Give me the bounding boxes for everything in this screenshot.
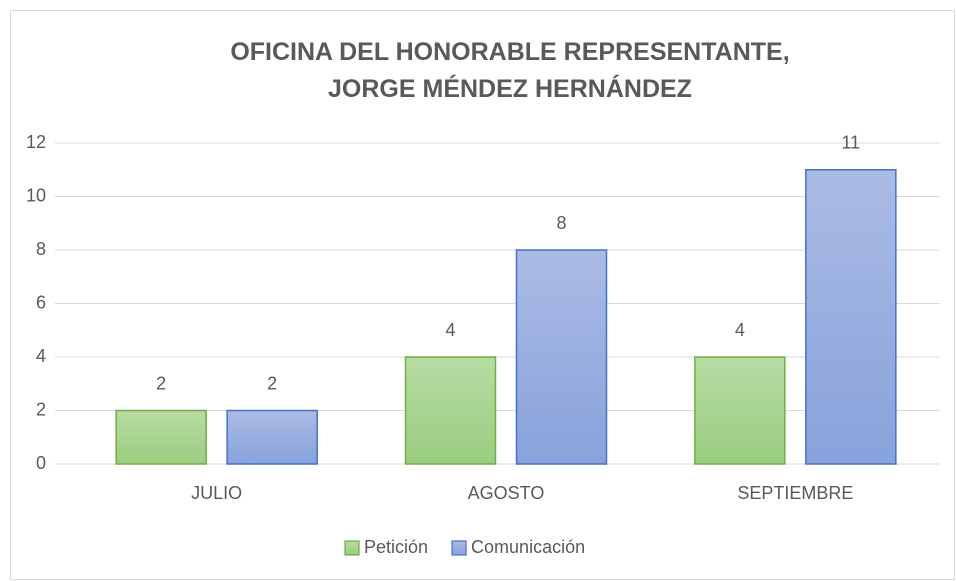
data-label: 8	[556, 213, 566, 233]
y-tick-label: 10	[26, 185, 46, 205]
x-tick-label: SEPTIEMBRE	[737, 483, 853, 503]
y-tick-label: 6	[36, 292, 46, 312]
legend-label: Comunicación	[471, 537, 585, 557]
data-label: 4	[445, 320, 455, 340]
data-label: 11	[841, 133, 860, 153]
legend-label: Petición	[364, 537, 428, 557]
y-tick-label: 0	[36, 453, 46, 473]
x-tick-label: JULIO	[191, 483, 242, 503]
bar	[226, 409, 318, 465]
bar	[805, 169, 897, 465]
bar	[404, 356, 497, 465]
data-label: 4	[735, 320, 745, 340]
bar	[694, 356, 786, 465]
y-tick-label: 12	[26, 132, 46, 152]
chart-title: OFICINA DEL HONORABLE REPRESENTANTE, JOR…	[230, 38, 790, 103]
x-tick-label: AGOSTO	[468, 483, 545, 503]
chart-border	[10, 10, 955, 580]
legend-swatch	[451, 540, 467, 556]
data-label: 2	[156, 373, 166, 393]
y-tick-label: 8	[36, 239, 46, 259]
y-tick-label: 2	[36, 399, 46, 419]
y-tick-label: 4	[36, 346, 46, 366]
legend-swatch	[344, 540, 360, 556]
bar	[115, 409, 207, 465]
data-label: 2	[267, 373, 277, 393]
bar	[515, 249, 608, 465]
